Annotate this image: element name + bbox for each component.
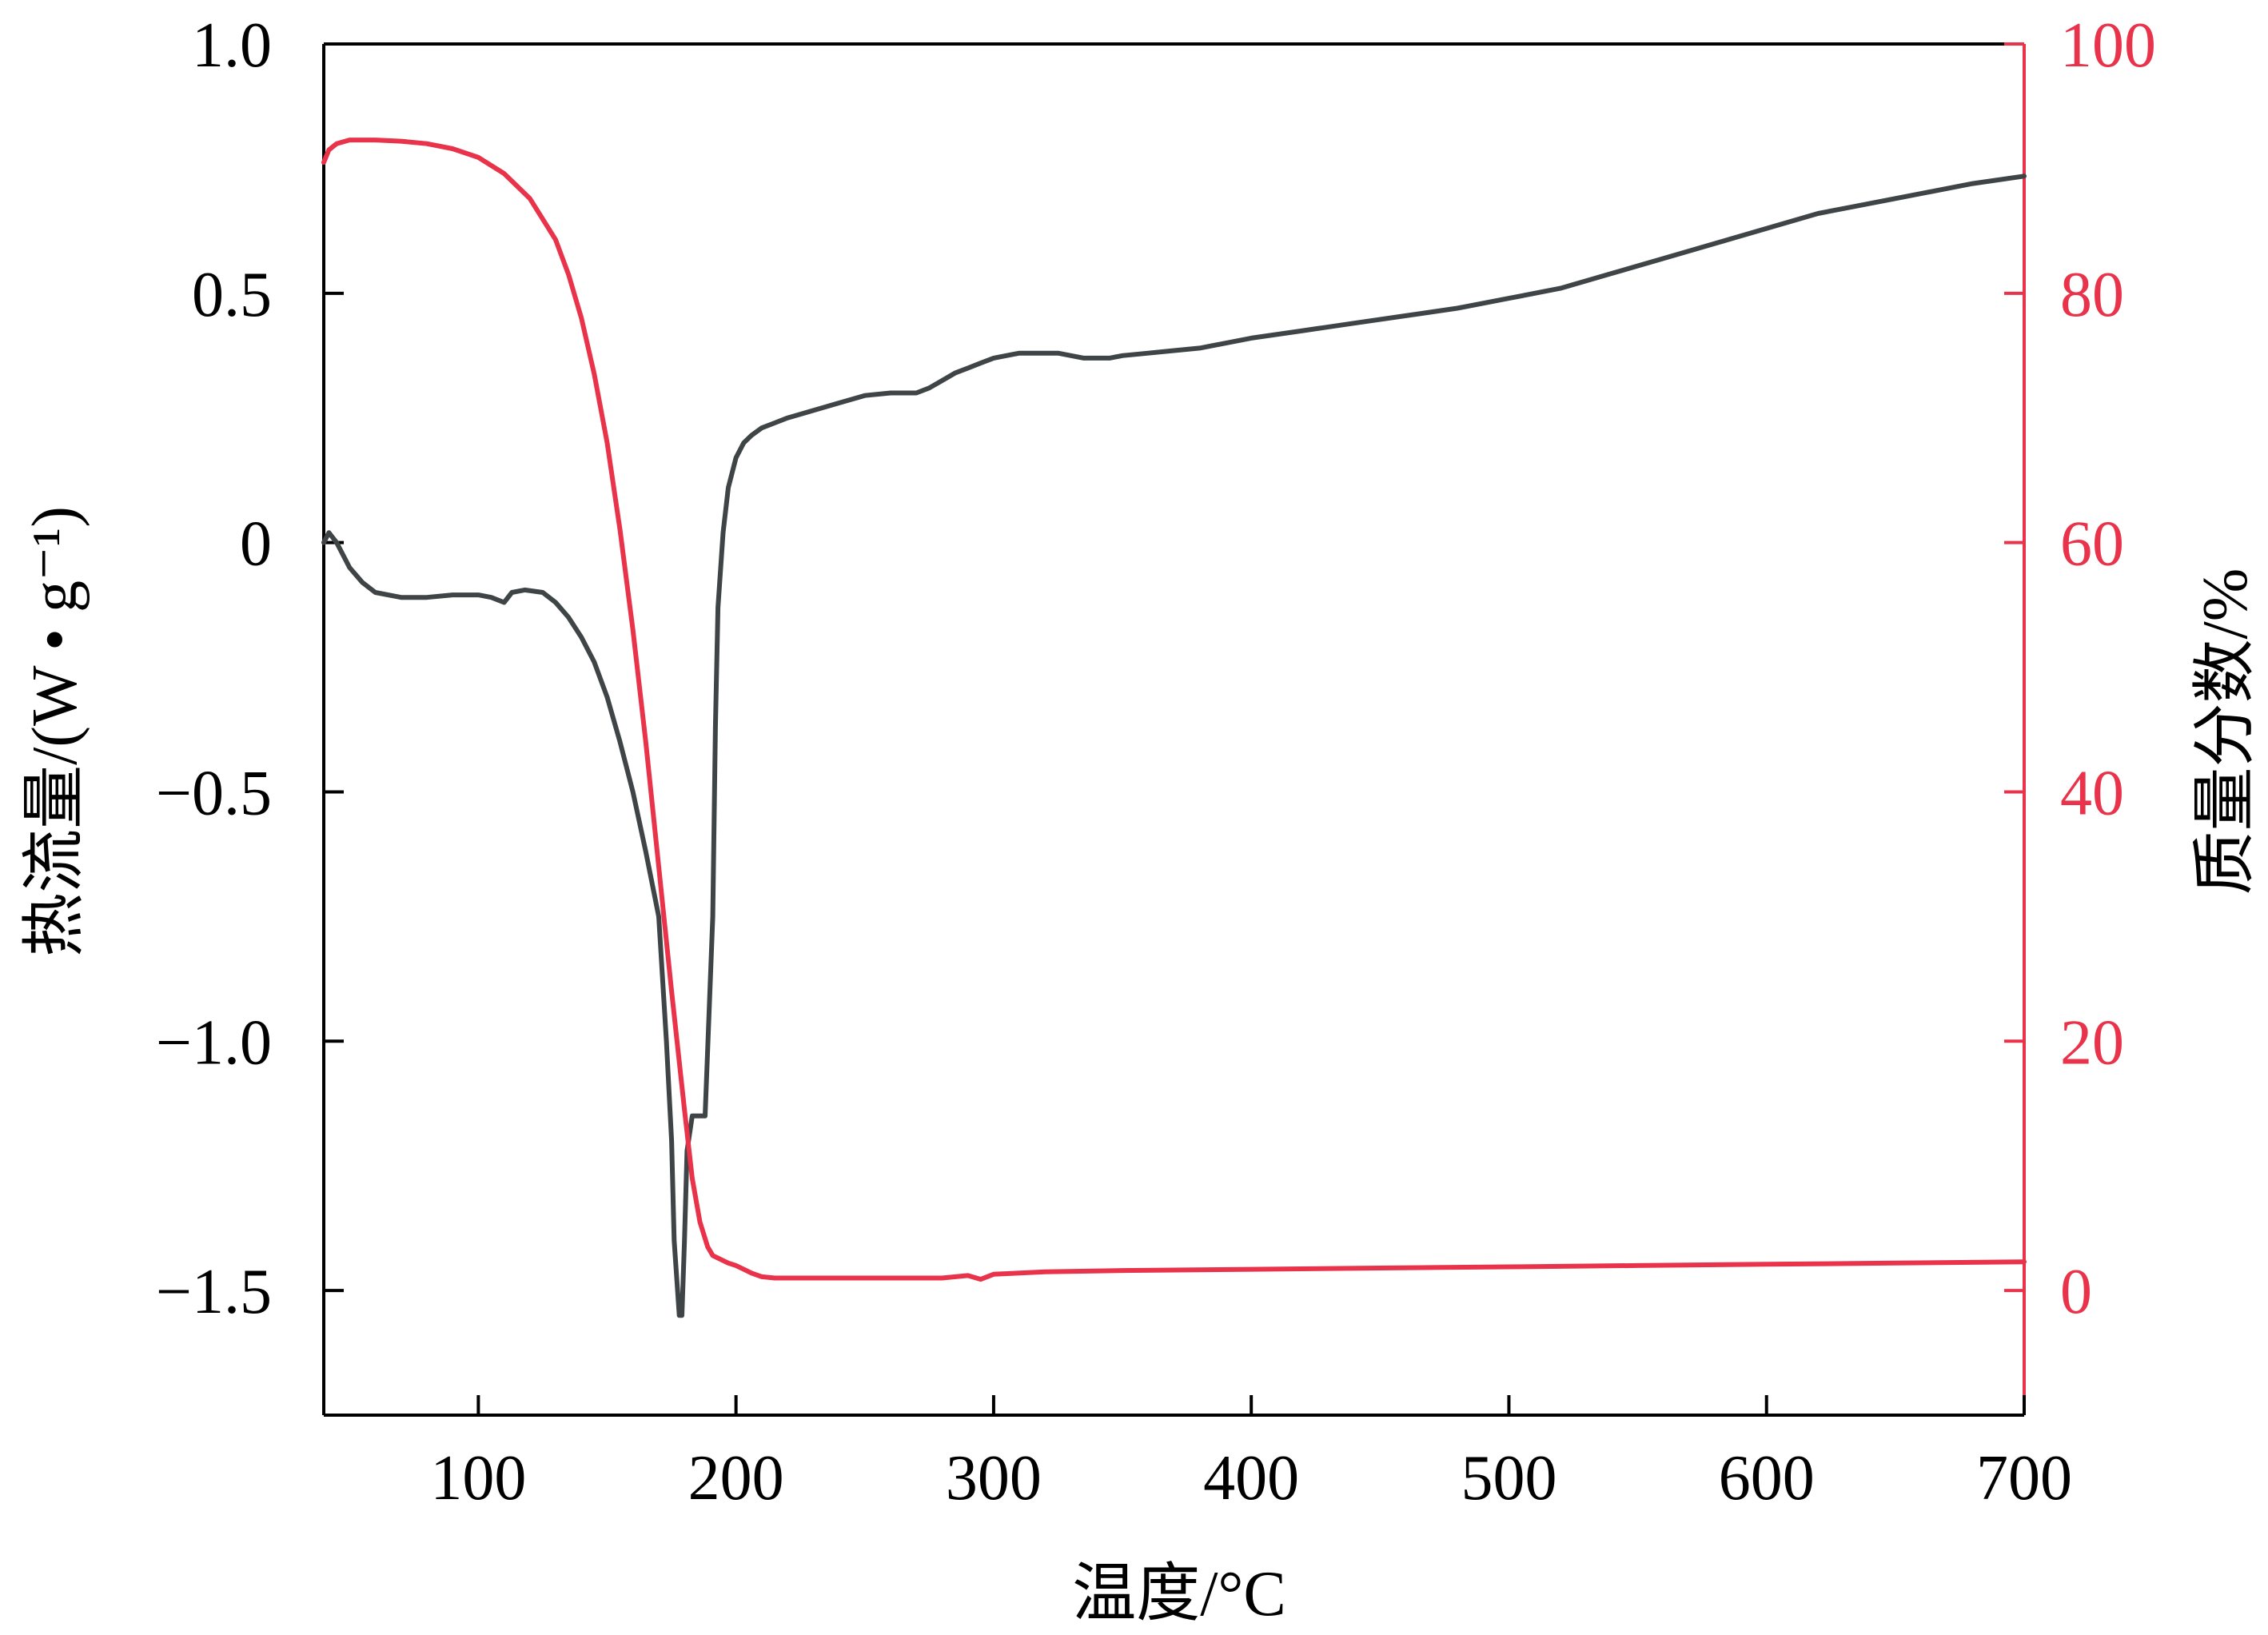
right-y-tick-label: 80 bbox=[2060, 260, 2124, 330]
x-tick-label: 700 bbox=[1976, 1443, 2072, 1513]
left-y-tick-label: 0.5 bbox=[192, 260, 272, 330]
x-tick-label: 500 bbox=[1461, 1443, 1557, 1513]
right-y-tick-label: 100 bbox=[2060, 10, 2156, 81]
right-y-tick-label: 60 bbox=[2060, 509, 2124, 580]
x-axis-ticks: 100 200 300 400 500 600 700 bbox=[430, 1395, 2072, 1513]
mass-fraction-series-line bbox=[321, 138, 2027, 1282]
right-y-axis-ticks: 0 20 40 60 80 100 bbox=[2004, 10, 2156, 1327]
left-y-axis-ticks: −1.5 −1.0 −0.5 0 0.5 1.0 bbox=[156, 10, 344, 1327]
x-axis-label: 温度/°C bbox=[1072, 1559, 1286, 1629]
x-tick-label: 200 bbox=[688, 1443, 784, 1513]
left-y-tick-label: −1.0 bbox=[156, 1007, 272, 1078]
right-y-axis-label: 质量分数/% bbox=[2190, 568, 2261, 895]
x-tick-label: 300 bbox=[946, 1443, 1042, 1513]
left-y-tick-label: −1.5 bbox=[156, 1257, 272, 1327]
x-tick-label: 400 bbox=[1203, 1443, 1299, 1513]
series-layer bbox=[321, 138, 2027, 1318]
right-y-tick-label: 20 bbox=[2060, 1007, 2124, 1078]
heat-flow-series-line bbox=[321, 173, 2027, 1318]
left-y-tick-label: 1.0 bbox=[192, 10, 272, 81]
right-y-tick-label: 0 bbox=[2060, 1257, 2092, 1327]
right-y-tick-label: 40 bbox=[2060, 758, 2124, 828]
x-tick-label: 600 bbox=[1719, 1443, 1815, 1513]
left-y-axis-label: 热流量/(W • g⁻¹) bbox=[20, 506, 90, 957]
x-tick-label: 100 bbox=[430, 1443, 526, 1513]
left-y-tick-label: −0.5 bbox=[156, 758, 272, 828]
left-y-tick-label: 0 bbox=[240, 509, 272, 580]
